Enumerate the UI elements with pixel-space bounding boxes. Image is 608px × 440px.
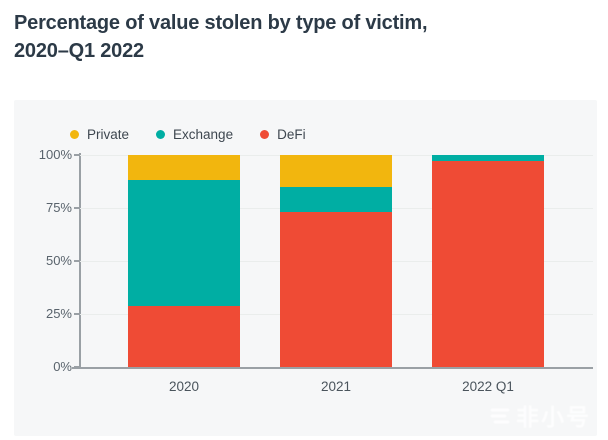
y-axis-label-50: 50%: [45, 253, 72, 268]
chart-title-line2: 2020–Q1 2022: [14, 40, 144, 62]
bar-segment-private-2021: [280, 155, 392, 187]
defi-legend-dot-icon: [260, 130, 270, 139]
legend-item-defi: DeFi: [260, 127, 306, 142]
y-axis-label-25: 25%: [45, 306, 72, 321]
legend: Private Exchange DeFi: [70, 127, 306, 142]
bar-segment-defi-2022Q1: [432, 161, 544, 367]
y-axis-line: [79, 153, 81, 367]
y-axis-tick-100: [74, 154, 80, 156]
legend-item-private: Private: [70, 127, 129, 142]
private-legend-dot-icon: [70, 130, 79, 139]
y-axis-tick-75: [74, 207, 80, 209]
x-axis-label-2022Q1: 2022 Q1: [462, 379, 514, 394]
bar-segment-defi-2021: [280, 212, 392, 367]
bar-segment-exchange-2020: [128, 180, 240, 306]
y-axis-tick-0: [74, 366, 80, 368]
legend-label-private: Private: [87, 127, 130, 142]
bar-segment-private-2020: [128, 155, 240, 181]
x-axis-label-2020: 2020: [168, 379, 200, 394]
y-axis-label-75: 75%: [45, 200, 72, 215]
y-axis-label-0: 0%: [53, 359, 72, 374]
y-axis-label-100: 100%: [38, 147, 72, 162]
chart-panel: Private Exchange DeFi 0% 25% 50% 75% 100% 202…: [14, 100, 597, 436]
legend-label-exchange: Exchange: [173, 127, 234, 142]
y-axis-tick-50: [74, 260, 80, 262]
plot-area: 0% 25% 50% 75% 100% 2020 2021 2022 Q1: [14, 100, 597, 436]
bar-segment-defi-2020: [128, 305, 240, 367]
bar-segment-exchange-2022Q1: [432, 155, 544, 162]
y-axis-tick-25: [74, 313, 80, 315]
bar-segment-exchange-2021: [280, 186, 392, 213]
x-axis-line: [72, 367, 593, 369]
exchange-legend-dot-icon: [156, 130, 166, 139]
legend-label-defi: DeFi: [277, 127, 306, 142]
legend-item-exchange: Exchange: [156, 127, 233, 142]
x-axis-label-2021: 2021: [320, 379, 352, 394]
chart-title: Percentage of value stolen by type of vi…: [14, 9, 428, 65]
chart-title-line1: Percentage of value stolen by type of vi…: [14, 12, 428, 34]
